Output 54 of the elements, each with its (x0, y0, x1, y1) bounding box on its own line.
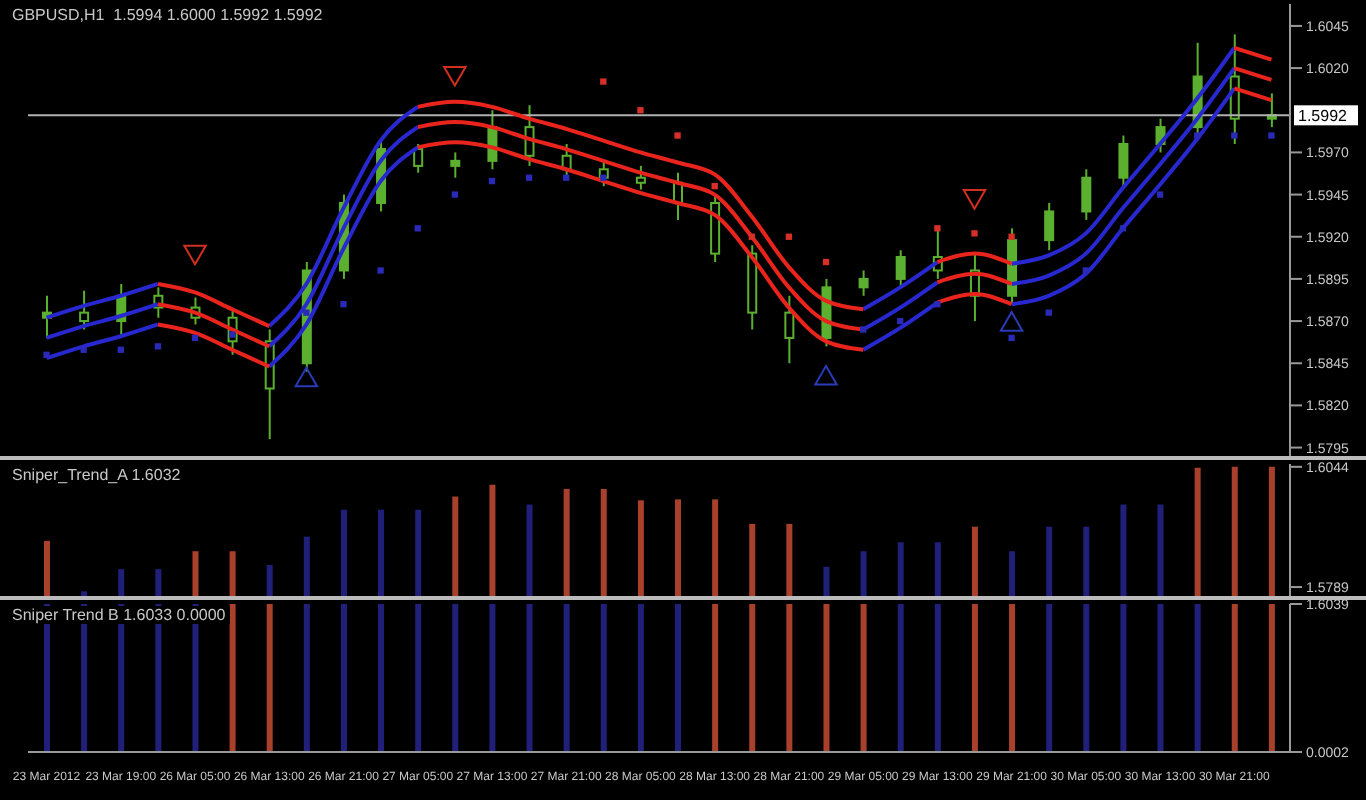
point (1045, 309, 1052, 316)
point (228, 331, 236, 338)
point (1082, 267, 1090, 274)
point (1156, 191, 1164, 198)
candlestick (413, 142, 424, 174)
point (488, 177, 496, 185)
point (154, 343, 162, 350)
point (971, 230, 978, 237)
chart-title: GBPUSD,H1 1.5994 1.6000 1.5992 1.5992 (8, 6, 327, 24)
point (674, 132, 681, 139)
point (563, 174, 570, 181)
point (191, 334, 199, 342)
point (303, 309, 310, 316)
candlestick (1044, 202, 1055, 252)
point (814, 365, 838, 386)
point (785, 233, 793, 240)
point (1119, 225, 1127, 232)
candlestick (1081, 168, 1092, 221)
point (43, 351, 50, 358)
candlestick (450, 151, 461, 179)
point (600, 174, 607, 181)
point (897, 317, 904, 325)
point (822, 258, 830, 266)
candlestick (858, 269, 869, 297)
point (1008, 233, 1015, 240)
point (377, 267, 384, 274)
candlestick (79, 289, 90, 331)
point (600, 78, 607, 85)
candlestick (895, 249, 906, 289)
point (1194, 132, 1201, 139)
candlestick (1118, 134, 1129, 188)
point (859, 326, 867, 333)
point (934, 225, 941, 232)
point (748, 233, 755, 240)
chart-title: Sniper Trend B 1.6033 0.0000 (8, 606, 230, 624)
point (1231, 132, 1238, 139)
candlestick (784, 294, 795, 365)
point (999, 311, 1024, 332)
point (443, 65, 467, 87)
point (1008, 334, 1015, 342)
point (711, 182, 718, 190)
point (117, 346, 124, 353)
point (525, 174, 533, 181)
point (934, 301, 941, 308)
point (340, 301, 347, 308)
point (1268, 132, 1275, 139)
point (451, 191, 459, 198)
candlestick (635, 164, 646, 191)
point (414, 225, 421, 232)
point (80, 346, 87, 353)
chart-title: Sniper_Trend_A 1.6032 (8, 466, 185, 484)
point (637, 107, 644, 114)
ref-line-label: 1.5992 (1298, 107, 1349, 126)
point (294, 366, 319, 388)
